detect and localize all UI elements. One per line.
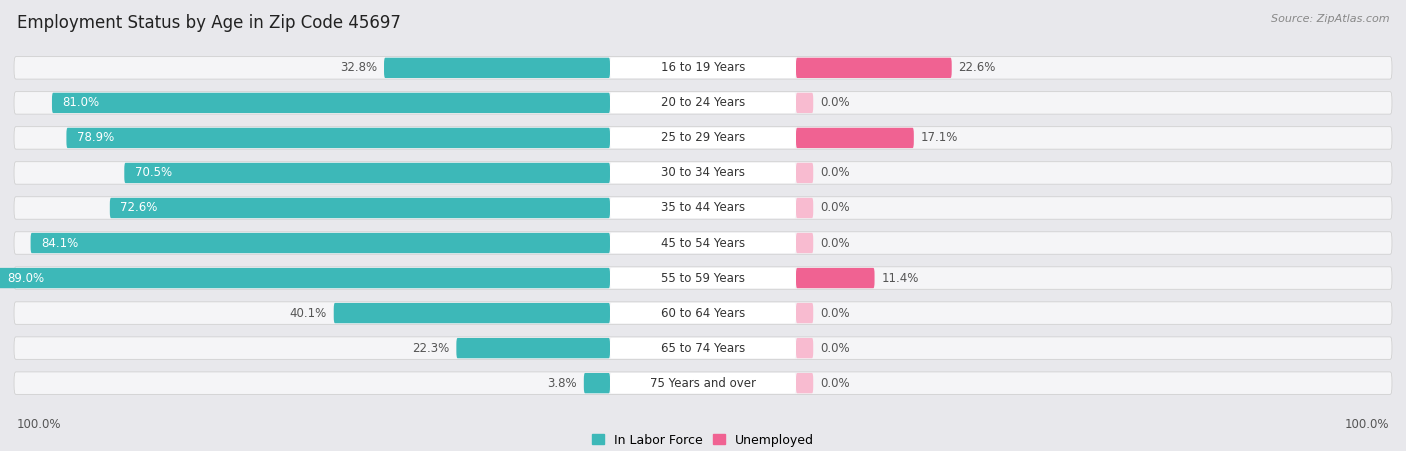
FancyBboxPatch shape <box>0 268 610 288</box>
Text: 30 to 34 Years: 30 to 34 Years <box>661 166 745 179</box>
FancyBboxPatch shape <box>14 372 1392 394</box>
FancyBboxPatch shape <box>14 267 1392 289</box>
Text: 100.0%: 100.0% <box>1344 418 1389 431</box>
Legend: In Labor Force, Unemployed: In Labor Force, Unemployed <box>592 433 814 446</box>
FancyBboxPatch shape <box>796 268 875 288</box>
FancyBboxPatch shape <box>796 128 914 148</box>
FancyBboxPatch shape <box>14 92 1392 114</box>
FancyBboxPatch shape <box>110 198 610 218</box>
FancyBboxPatch shape <box>14 197 1392 219</box>
Text: 45 to 54 Years: 45 to 54 Years <box>661 236 745 249</box>
FancyBboxPatch shape <box>796 93 813 113</box>
FancyBboxPatch shape <box>610 93 796 113</box>
Text: 84.1%: 84.1% <box>41 236 79 249</box>
FancyBboxPatch shape <box>796 373 813 393</box>
Text: 16 to 19 Years: 16 to 19 Years <box>661 61 745 74</box>
Text: 0.0%: 0.0% <box>820 236 849 249</box>
Text: 60 to 64 Years: 60 to 64 Years <box>661 307 745 320</box>
Text: 25 to 29 Years: 25 to 29 Years <box>661 131 745 144</box>
FancyBboxPatch shape <box>610 198 796 218</box>
FancyBboxPatch shape <box>14 57 1392 79</box>
Text: 20 to 24 Years: 20 to 24 Years <box>661 97 745 110</box>
Text: Employment Status by Age in Zip Code 45697: Employment Status by Age in Zip Code 456… <box>17 14 401 32</box>
Text: 65 to 74 Years: 65 to 74 Years <box>661 341 745 354</box>
Text: Source: ZipAtlas.com: Source: ZipAtlas.com <box>1271 14 1389 23</box>
FancyBboxPatch shape <box>610 268 796 288</box>
FancyBboxPatch shape <box>610 303 796 323</box>
Text: 0.0%: 0.0% <box>820 377 849 390</box>
Text: 32.8%: 32.8% <box>340 61 377 74</box>
FancyBboxPatch shape <box>610 128 796 148</box>
FancyBboxPatch shape <box>52 93 610 113</box>
Text: 0.0%: 0.0% <box>820 97 849 110</box>
Text: 75 Years and over: 75 Years and over <box>650 377 756 390</box>
FancyBboxPatch shape <box>610 233 796 253</box>
FancyBboxPatch shape <box>796 198 813 218</box>
FancyBboxPatch shape <box>796 233 813 253</box>
FancyBboxPatch shape <box>583 373 610 393</box>
FancyBboxPatch shape <box>610 338 796 358</box>
FancyBboxPatch shape <box>610 58 796 78</box>
Text: 78.9%: 78.9% <box>77 131 114 144</box>
Text: 3.8%: 3.8% <box>547 377 576 390</box>
FancyBboxPatch shape <box>14 162 1392 184</box>
FancyBboxPatch shape <box>796 163 813 183</box>
Text: 70.5%: 70.5% <box>135 166 172 179</box>
FancyBboxPatch shape <box>14 127 1392 149</box>
Text: 40.1%: 40.1% <box>290 307 326 320</box>
Text: 72.6%: 72.6% <box>120 202 157 215</box>
Text: 11.4%: 11.4% <box>882 272 918 285</box>
FancyBboxPatch shape <box>796 58 952 78</box>
Text: 81.0%: 81.0% <box>62 97 100 110</box>
Text: 17.1%: 17.1% <box>921 131 957 144</box>
FancyBboxPatch shape <box>14 232 1392 254</box>
Text: 55 to 59 Years: 55 to 59 Years <box>661 272 745 285</box>
Text: 0.0%: 0.0% <box>820 202 849 215</box>
Text: 0.0%: 0.0% <box>820 166 849 179</box>
FancyBboxPatch shape <box>796 338 813 358</box>
FancyBboxPatch shape <box>66 128 610 148</box>
Text: 22.3%: 22.3% <box>412 341 450 354</box>
Text: 100.0%: 100.0% <box>17 418 62 431</box>
FancyBboxPatch shape <box>610 373 796 393</box>
Text: 89.0%: 89.0% <box>7 272 45 285</box>
Text: 0.0%: 0.0% <box>820 307 849 320</box>
Text: 0.0%: 0.0% <box>820 341 849 354</box>
FancyBboxPatch shape <box>31 233 610 253</box>
FancyBboxPatch shape <box>14 337 1392 359</box>
FancyBboxPatch shape <box>333 303 610 323</box>
Text: 22.6%: 22.6% <box>959 61 995 74</box>
FancyBboxPatch shape <box>14 302 1392 324</box>
FancyBboxPatch shape <box>124 163 610 183</box>
FancyBboxPatch shape <box>796 303 813 323</box>
FancyBboxPatch shape <box>457 338 610 358</box>
FancyBboxPatch shape <box>384 58 610 78</box>
Text: 35 to 44 Years: 35 to 44 Years <box>661 202 745 215</box>
FancyBboxPatch shape <box>610 163 796 183</box>
